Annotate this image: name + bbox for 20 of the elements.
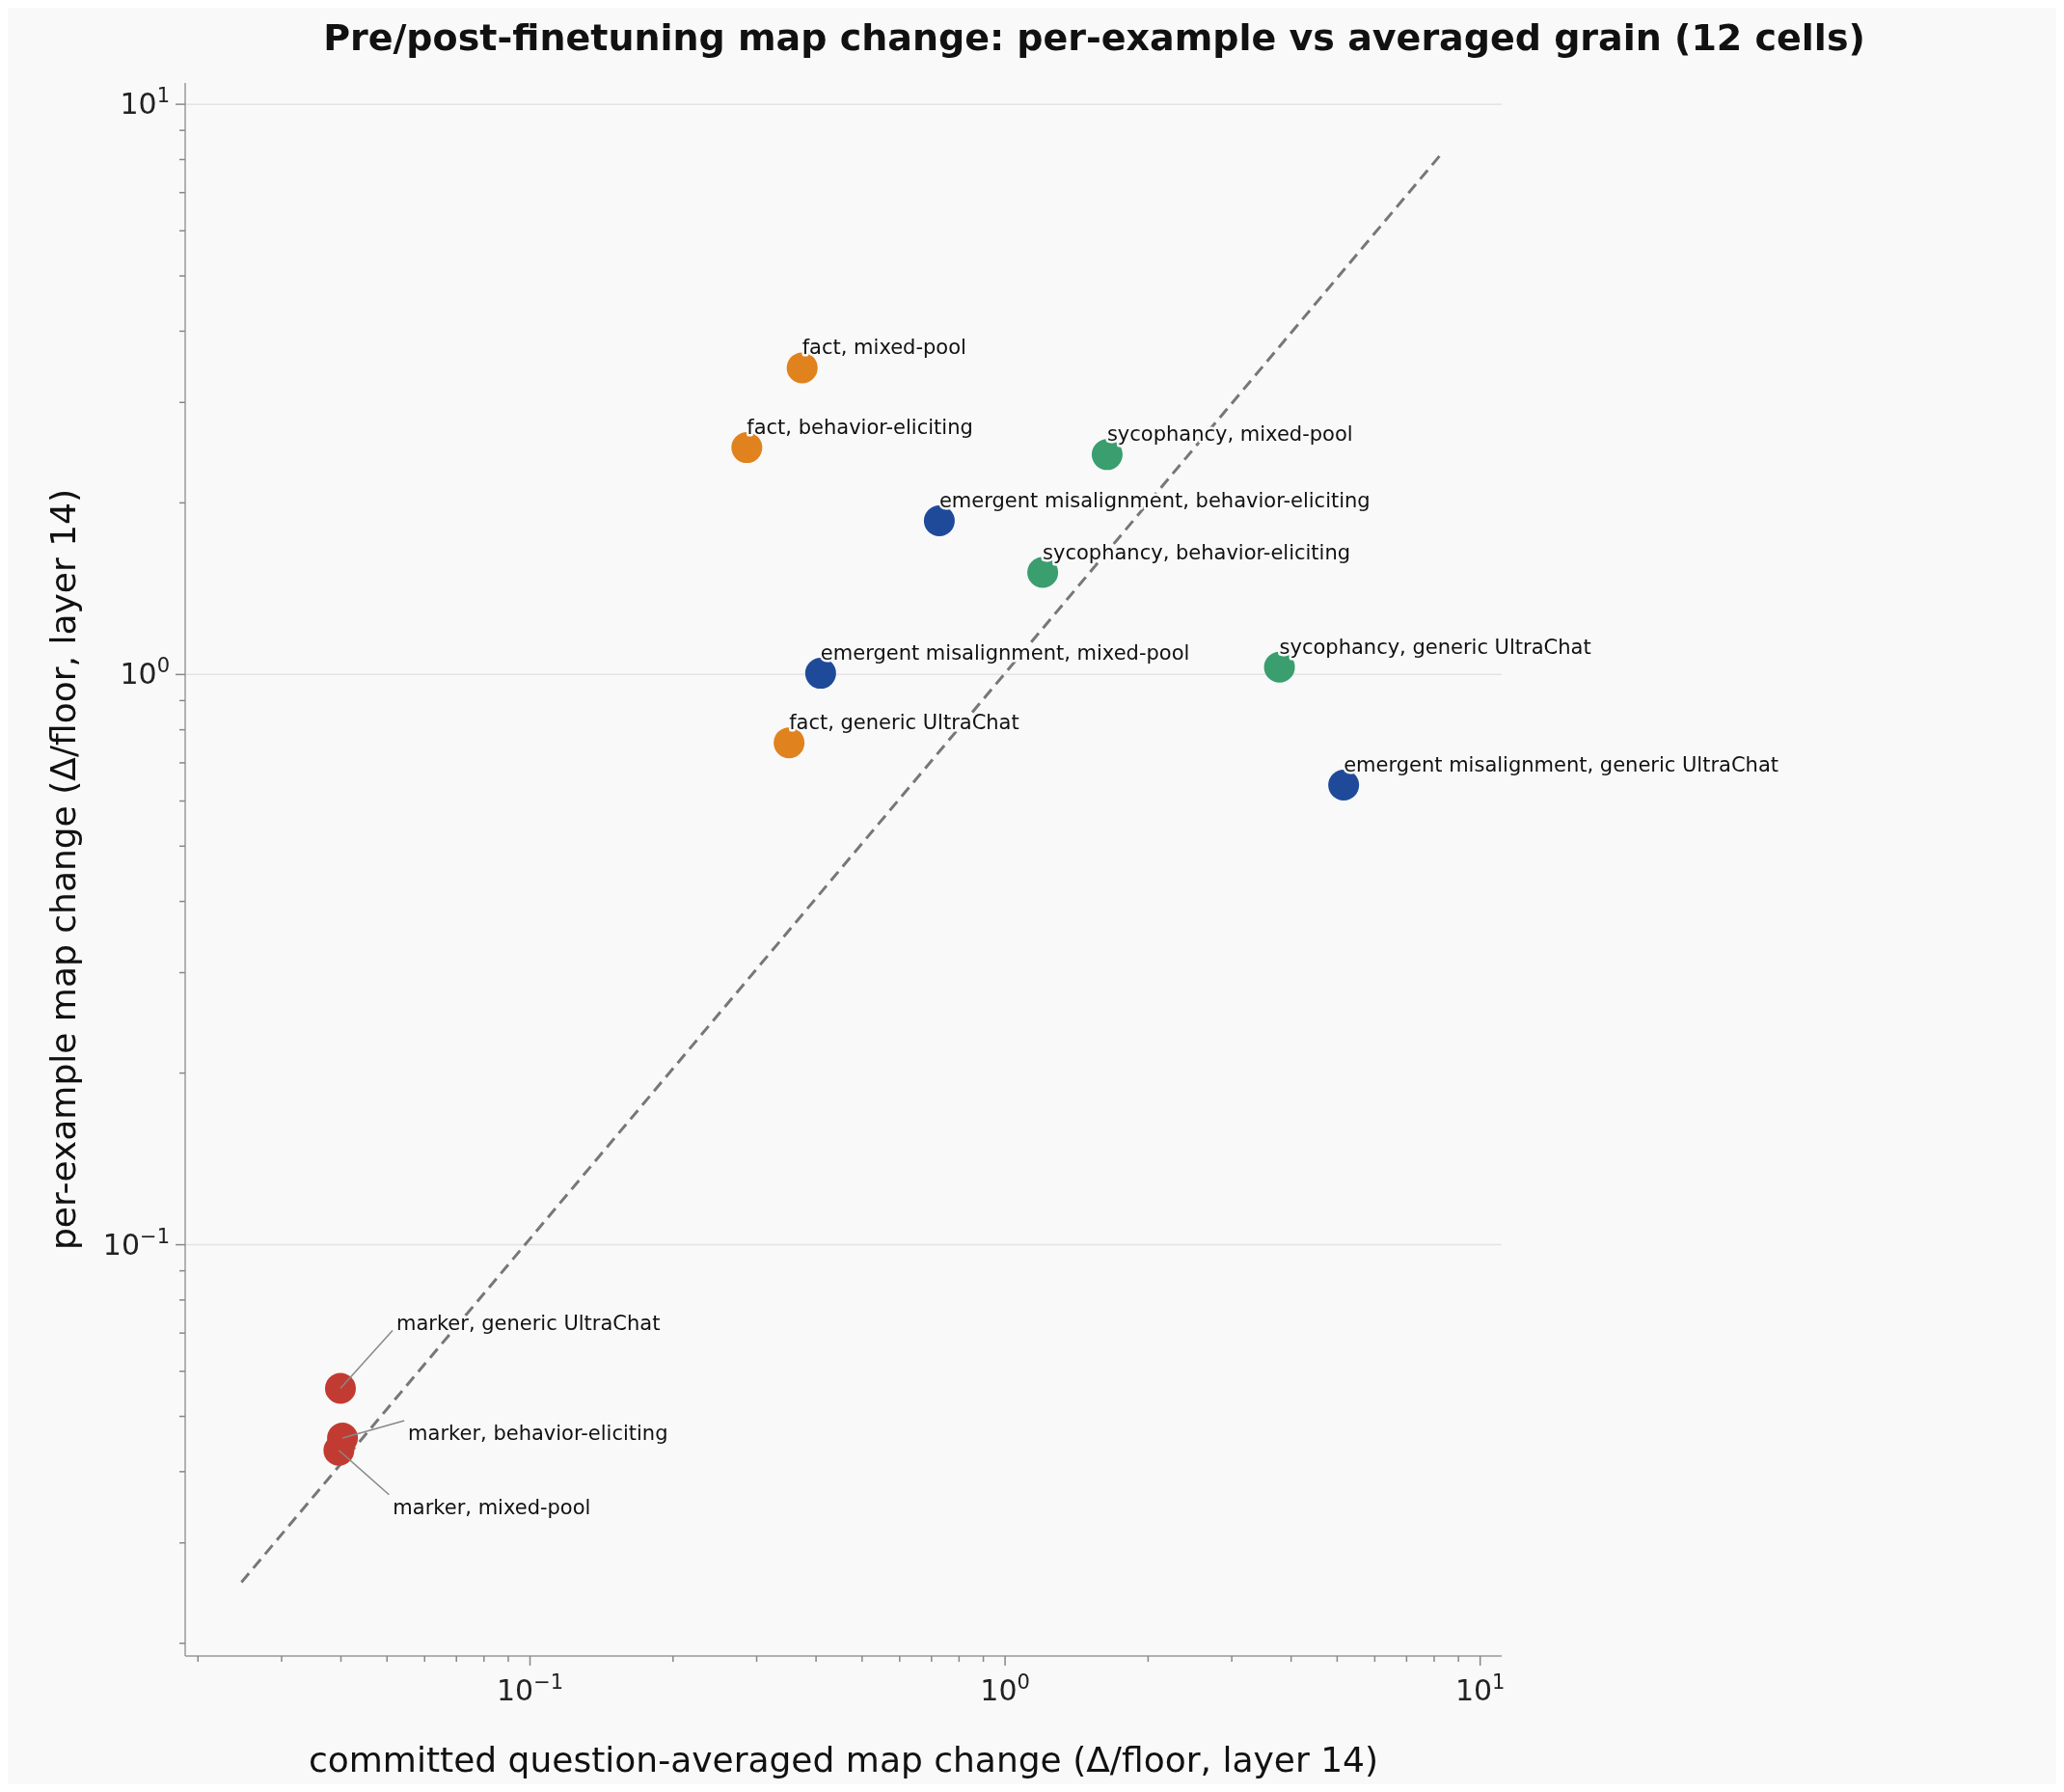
annotation: marker, behavior-eliciting	[408, 1422, 668, 1446]
x-axis-title: committed question-averaged map change (Δ/floor, layer 14)	[308, 1740, 1379, 1779]
x-tick-label: 10$^{1}$	[1454, 1670, 1506, 1707]
annotation: sycophancy, generic UltraChat	[1279, 635, 1591, 659]
x-tick-label: 10$^{−1}$	[496, 1670, 564, 1707]
annotation: emergent misalignment, behavior-eliciting	[938, 489, 1371, 513]
annotation: emergent misalignment, mixed-pool	[820, 641, 1190, 665]
y-tick-label: 10$^{−1}$	[102, 1224, 170, 1262]
annotation: fact, generic UltraChat	[789, 711, 1019, 735]
annotation: fact, behavior-eliciting	[747, 416, 973, 440]
annotation: marker, generic UltraChat	[395, 1312, 661, 1336]
annotation: sycophancy, mixed-pool	[1106, 422, 1353, 447]
annotation: marker, mixed-pool	[393, 1495, 591, 1519]
x-tick-label: 10$^{0}$	[980, 1670, 1030, 1707]
annotation: fact, mixed-pool	[801, 336, 966, 360]
y-tick-label: 10$^{1}$	[120, 84, 170, 122]
chart-title: Pre/post-finetuning map change: per-example vs averaged grain (12 cells)	[323, 16, 1865, 59]
y-tick-label: 10$^{0}$	[120, 654, 170, 692]
y-axis-title: per-example map change (Δ/floor, layer 14)	[43, 488, 83, 1251]
annotation: emergent misalignment, generic UltraChat	[1344, 752, 1779, 776]
